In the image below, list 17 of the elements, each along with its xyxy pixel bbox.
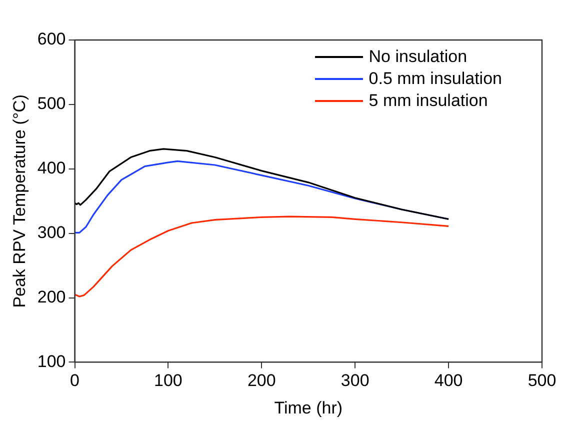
y-tick-label: 400: [37, 158, 66, 178]
y-axis-title: Peak RPV Temperature (°C): [10, 94, 29, 308]
x-tick-label: 0: [70, 371, 80, 390]
x-tick-label: 300: [340, 371, 370, 390]
x-tick-label: 200: [247, 371, 276, 390]
x-axis-title: Time (hr): [274, 398, 343, 418]
legend-label: 5 mm insulation: [368, 90, 488, 112]
y-tick-label: 500: [37, 94, 66, 114]
y-tick-label: 600: [37, 30, 66, 49]
legend-label: 0.5 mm insulation: [368, 68, 502, 90]
x-tick-label: 500: [528, 371, 556, 390]
x-tick-label: 400: [434, 371, 463, 390]
x-tick-label: 100: [154, 371, 182, 390]
y-tick-label: 100: [37, 352, 66, 371]
y-tick-label: 300: [37, 223, 66, 242]
legend-label: No insulation: [368, 46, 468, 68]
y-tick-label: 200: [37, 287, 66, 306]
